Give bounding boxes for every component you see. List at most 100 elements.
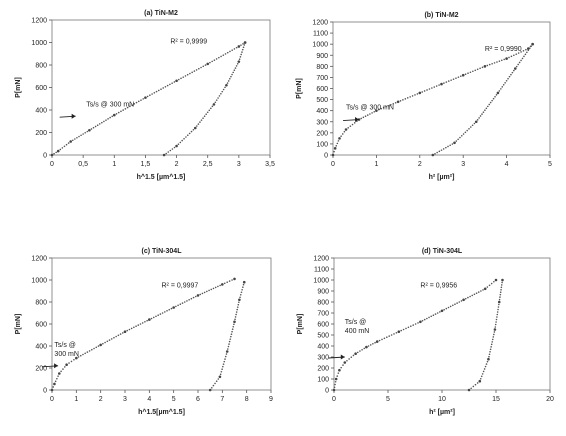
curve-dot [515, 65, 518, 68]
data-point [487, 357, 490, 361]
curve-dot [350, 356, 353, 359]
curve-dot [222, 88, 225, 91]
curve-dot [484, 365, 487, 368]
curve-dot [410, 325, 412, 328]
y-tick-label: 800 [317, 300, 329, 307]
curve-dot [155, 315, 157, 318]
x-axis-label: h^1.5 [µm^1.5] [137, 173, 186, 181]
curve-dot [229, 338, 232, 340]
curve-dot [146, 95, 149, 98]
r-squared-label: R² = 0,9990 [485, 46, 522, 53]
curve-dot [79, 354, 82, 357]
curve-dot [243, 44, 246, 46]
curve-dot [454, 303, 456, 306]
curve-dot [237, 303, 240, 306]
curve-dot [423, 318, 426, 321]
curve-dot [166, 310, 168, 312]
curve-dot [74, 138, 76, 140]
curve-dot [240, 53, 242, 56]
curve-dot [494, 95, 496, 98]
curve-dot [214, 101, 217, 104]
curve-dot [488, 284, 491, 287]
curve-dot [217, 378, 220, 380]
curve-dot [200, 119, 203, 121]
data-point [483, 65, 487, 68]
data-point [225, 83, 228, 87]
curve-dot [192, 129, 195, 131]
curve-dot [224, 355, 227, 358]
curve-dot [496, 316, 498, 318]
curve-dot [434, 313, 437, 315]
curve-dot [481, 373, 484, 375]
curve-dot [436, 151, 438, 154]
plot-frame [51, 257, 272, 391]
y-tick-label: 500 [316, 97, 328, 104]
curve-dot [492, 97, 495, 100]
curve-dot [205, 113, 207, 116]
curve-dot [198, 67, 200, 70]
curve-dot [84, 352, 86, 355]
curve-dot [524, 53, 527, 56]
data-series-unloading [467, 278, 504, 392]
curve-dot [455, 77, 457, 79]
curve-dot [464, 73, 467, 76]
transition-label: Ts/s @ [345, 319, 367, 326]
curve-dot [167, 151, 170, 153]
curve-dot [233, 69, 236, 72]
curve-dot [445, 307, 448, 310]
x-tick-label: 0 [50, 161, 54, 168]
curve-dot [183, 138, 185, 140]
curve-dot [52, 386, 55, 388]
data-point [440, 309, 444, 313]
curve-dot [414, 94, 416, 96]
curve-dot [229, 50, 231, 53]
curve-dot [490, 282, 493, 285]
curve-dot [161, 312, 164, 314]
curve-dot [390, 103, 392, 106]
curve-dot [62, 368, 64, 370]
curve-dot [494, 323, 497, 326]
curve-dot [505, 79, 508, 82]
curve-dot [530, 45, 532, 47]
curve-dot [239, 56, 242, 58]
data-point [483, 287, 487, 291]
curve-dot [464, 297, 467, 300]
x-tick-label: 5 [386, 396, 390, 403]
curve-dot [227, 345, 230, 348]
curve-dot [493, 280, 495, 283]
x-tick-label: 2 [418, 161, 422, 168]
curve-dot [53, 152, 55, 155]
curve-dot [164, 311, 166, 313]
data-point [365, 345, 368, 349]
curve-dot [157, 314, 159, 317]
data-point [58, 372, 61, 375]
y-axis-label: P[mN] [296, 78, 303, 99]
curve-dot [495, 318, 498, 321]
curve-dot [469, 295, 471, 298]
y-tick-label: 1000 [313, 278, 329, 285]
curve-dot [486, 286, 489, 288]
curve-dot [450, 79, 452, 81]
curve-dot [196, 125, 198, 127]
curve-dot [359, 350, 361, 352]
curve-dot [472, 385, 475, 388]
data-point [69, 140, 72, 143]
curve-dot [202, 117, 204, 119]
curve-dot [68, 362, 70, 364]
data-point [243, 41, 247, 44]
data-point [343, 361, 347, 364]
x-tick-label: 0 [332, 396, 336, 403]
curve-dot [171, 148, 174, 150]
curve-dot [65, 143, 68, 146]
curve-dot [347, 127, 349, 129]
y-tick-label: 900 [316, 53, 328, 60]
curve-dot [502, 84, 505, 86]
curve-dot [436, 312, 439, 314]
x-tick-label: 15 [492, 396, 500, 403]
curve-dot [186, 300, 188, 302]
curve-dot [447, 306, 450, 309]
curve-dot [224, 358, 226, 360]
curve-dot [233, 323, 235, 326]
curve-dot [97, 345, 100, 347]
x-tick-label: 9 [269, 396, 273, 403]
